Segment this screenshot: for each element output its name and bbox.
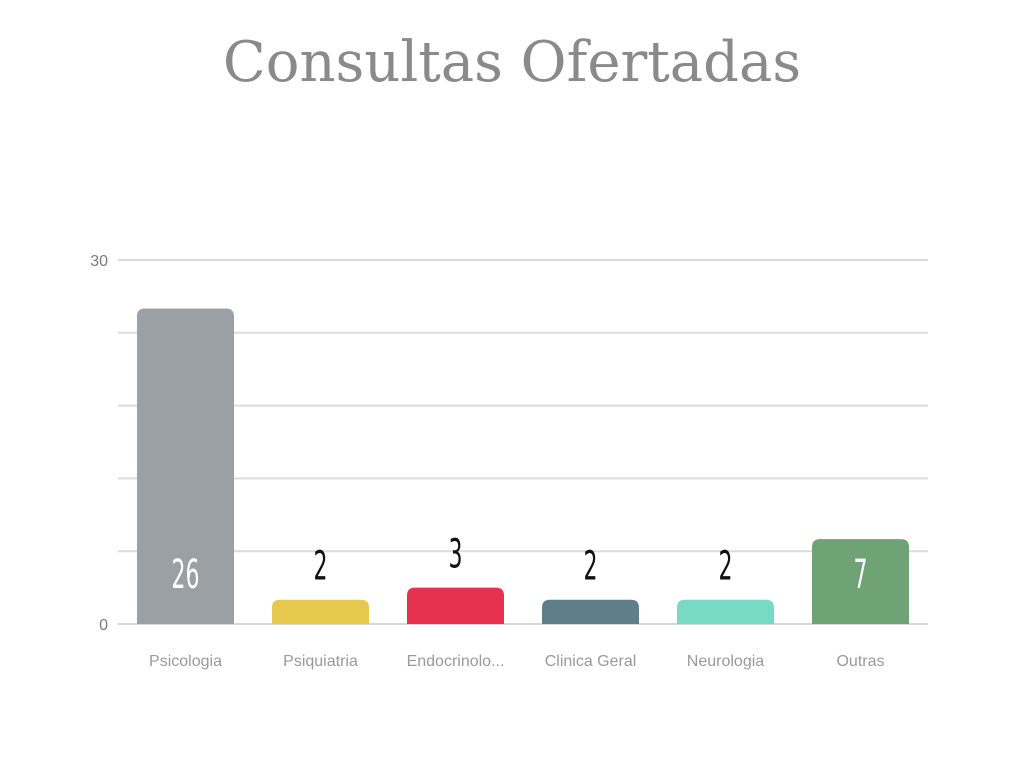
bar-psiquiatria[interactable] — [272, 599, 369, 624]
x-tick-label: Neurologia — [687, 653, 764, 670]
y-tick-label: 0 — [99, 617, 108, 634]
data-label: 7 — [854, 551, 868, 598]
data-label: 2 — [584, 543, 598, 590]
x-tick-label: Outras — [836, 653, 884, 670]
bar-endocrinolo[interactable] — [407, 587, 504, 624]
chart-title: Consultas Ofertadas — [222, 30, 802, 95]
x-tick-label: Psiquiatria — [283, 653, 358, 670]
x-tick-label: Psicologia — [149, 653, 222, 670]
data-label: 2 — [314, 543, 328, 590]
data-label: 2 — [719, 543, 733, 590]
bar-psicologia[interactable] — [137, 308, 234, 624]
bars-layer — [137, 308, 909, 624]
bar-clinica-geral[interactable] — [542, 599, 639, 624]
bar-outras[interactable] — [812, 539, 909, 624]
bar-neurologia[interactable] — [677, 599, 774, 624]
labels-layer: 0 30 Psicologia 26 Psiquiatria 2 Endocrinolo..… — [90, 253, 884, 670]
data-label: 3 — [449, 530, 463, 577]
y-tick-label: 30 — [90, 253, 108, 270]
x-tick-label: Clinica Geral — [545, 653, 637, 670]
grid-layer — [118, 259, 928, 625]
x-tick-label: Endocrinolo... — [407, 653, 505, 670]
data-label: 26 — [172, 551, 200, 598]
